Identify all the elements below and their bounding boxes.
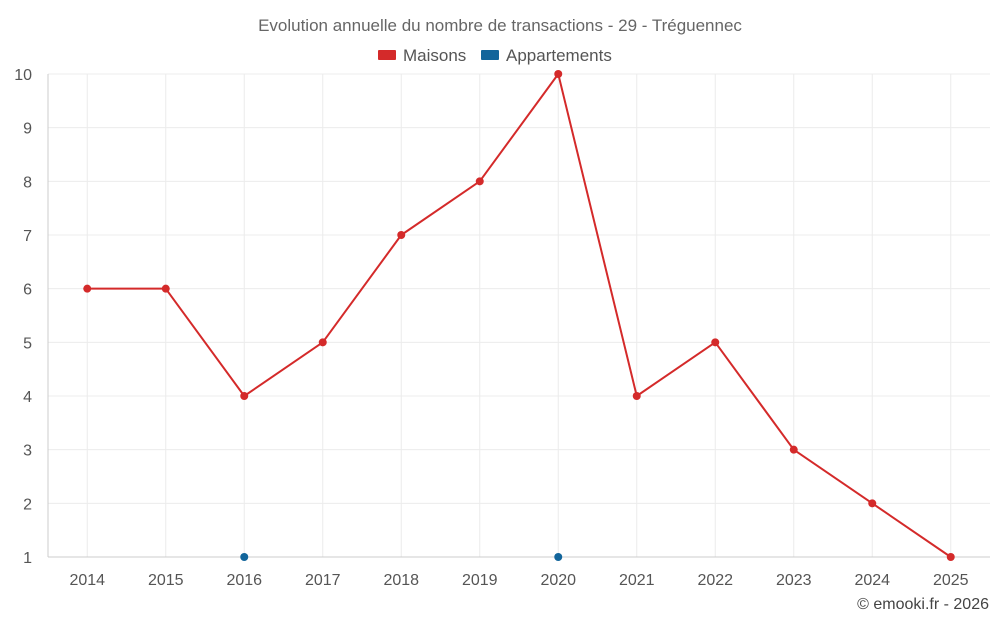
legend-label-maisons: Maisons: [403, 46, 466, 65]
legend-item-appartements[interactable]: Appartements: [481, 46, 612, 65]
credit-text: © emooki.fr - 2026: [857, 596, 989, 613]
chart-title: Evolution annuelle du nombre de transact…: [258, 16, 742, 35]
data-point-maisons-2017[interactable]: [318, 338, 327, 347]
data-point-maisons-2025[interactable]: [946, 553, 955, 561]
x-tick-label: 2020: [540, 572, 576, 589]
x-tick-label: 2021: [619, 572, 655, 589]
series-appartements: [240, 553, 563, 561]
y-tick-label: 7: [23, 228, 32, 245]
x-tick-label: 2018: [383, 572, 419, 589]
y-tick-label: 5: [23, 335, 32, 352]
axes: [47, 74, 990, 558]
x-tick-label: 2017: [305, 572, 341, 589]
y-tick-label: 4: [23, 389, 32, 406]
data-point-appartements-2016[interactable]: [240, 553, 249, 561]
series: [83, 70, 955, 561]
y-tick-label: 6: [23, 282, 32, 299]
legend: Maisons Appartements: [378, 46, 612, 65]
x-tick-label: 2022: [697, 572, 733, 589]
data-point-maisons-2022[interactable]: [711, 338, 720, 347]
data-point-maisons-2024[interactable]: [868, 499, 877, 508]
x-tick-label: 2023: [776, 572, 812, 589]
data-point-appartements-2020[interactable]: [554, 553, 563, 561]
data-point-maisons-2021[interactable]: [632, 392, 641, 400]
y-tick-label: 8: [23, 174, 32, 191]
legend-swatch-appartements: [481, 50, 499, 60]
x-tick-label: 2015: [148, 572, 184, 589]
x-tick-label: 2024: [854, 572, 890, 589]
data-point-maisons-2018[interactable]: [397, 231, 406, 239]
y-tick-label: 9: [23, 121, 32, 138]
series-line-maisons: [87, 73, 952, 558]
x-tick-label: 2016: [226, 572, 262, 589]
data-point-maisons-2019[interactable]: [475, 177, 484, 186]
data-point-maisons-2020[interactable]: [554, 70, 563, 78]
x-tick-label: 2014: [69, 572, 105, 589]
x-tick-label: 2025: [933, 572, 969, 589]
y-tick-label: 2: [23, 496, 32, 513]
data-point-maisons-2023[interactable]: [789, 445, 798, 454]
data-point-maisons-2015[interactable]: [161, 284, 170, 293]
data-point-maisons-2014[interactable]: [83, 284, 92, 293]
legend-swatch-maisons: [378, 50, 396, 60]
y-tick-label: 3: [23, 443, 32, 460]
series-maisons: [83, 70, 955, 561]
y-tick-label: 1: [23, 550, 32, 567]
x-axis-ticks: 2014 2015 2016 2017 2018 2019 2020 2021 2022 2023…: [69, 572, 968, 589]
legend-label-appartements: Appartements: [506, 46, 612, 65]
y-axis-ticks: 1 2 3 4 5 6 7 8 9 10: [14, 67, 32, 567]
legend-item-maisons[interactable]: Maisons: [378, 46, 466, 65]
grid: [48, 73, 990, 557]
y-tick-label: 10: [14, 67, 32, 84]
x-tick-label: 2019: [462, 572, 498, 589]
data-point-maisons-2016[interactable]: [240, 392, 249, 400]
